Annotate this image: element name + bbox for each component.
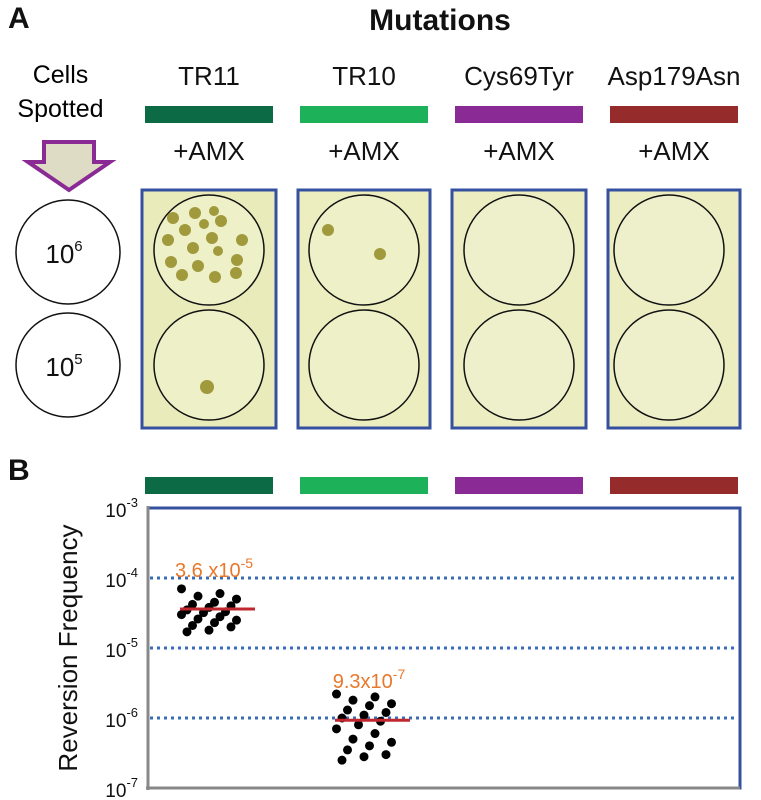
mutation-color-bar xyxy=(455,477,583,494)
panel-label: A xyxy=(8,2,30,35)
base: 10 xyxy=(105,501,126,522)
data-point xyxy=(177,610,186,620)
row-circles: 106 105 xyxy=(15,199,121,418)
row-header: Cells Spotted xyxy=(17,61,104,123)
mutation-color-bar xyxy=(145,106,273,123)
data-point xyxy=(232,594,241,604)
exponent: -6 xyxy=(126,705,138,720)
data-point xyxy=(204,625,214,635)
data-point xyxy=(348,734,358,744)
panel-title: Mutations xyxy=(369,4,511,37)
exponent: -7 xyxy=(126,775,138,790)
row-label: 105 xyxy=(45,351,82,382)
exponent: -7 xyxy=(393,666,406,682)
mutation-color-bar xyxy=(610,477,738,494)
row-label: 106 xyxy=(45,238,82,269)
data-point xyxy=(365,741,374,751)
mutation-color-bar xyxy=(610,106,738,123)
data-point xyxy=(332,724,341,734)
exponent: 6 xyxy=(74,238,82,255)
data-point xyxy=(215,589,225,599)
row-circle xyxy=(15,312,121,418)
y-axis-label: Reversion Frequency xyxy=(53,524,83,771)
data-point xyxy=(359,752,369,762)
mutation-label: Cys69Tyr xyxy=(464,61,574,91)
plates xyxy=(140,188,742,430)
plate xyxy=(606,188,742,430)
data-point xyxy=(193,591,203,601)
data-point xyxy=(332,689,341,699)
data-point xyxy=(215,612,225,622)
data-point xyxy=(177,584,186,594)
treatment-label: +AMX xyxy=(173,136,245,166)
treatment-label: +AMX xyxy=(638,136,710,166)
data-point xyxy=(188,599,197,609)
data-point xyxy=(343,705,352,715)
mutation-color-bar xyxy=(145,477,273,494)
arrow xyxy=(21,140,117,193)
mutation-label: Asp179Asn xyxy=(608,61,741,91)
row-header-box: Cells Spotted xyxy=(17,61,104,123)
base: 10 xyxy=(45,239,74,269)
plate xyxy=(450,188,588,430)
exponent: -4 xyxy=(126,565,138,580)
mutation-label: TR11 xyxy=(178,61,240,91)
data-point xyxy=(348,695,358,705)
exponent: 5 xyxy=(74,351,82,368)
row-circle xyxy=(15,199,121,305)
data-point xyxy=(359,710,369,720)
data-point xyxy=(182,627,192,637)
data-point xyxy=(193,614,203,624)
mean-annotation: 3.6 x10-5 xyxy=(175,555,253,583)
data-point xyxy=(370,692,380,702)
panel-label: B xyxy=(8,454,30,487)
data-point xyxy=(337,755,347,765)
exponent: -5 xyxy=(241,555,254,571)
data-point xyxy=(370,729,380,739)
data-point xyxy=(354,720,363,730)
data-point xyxy=(387,737,396,747)
y-tick-label: 10-7 xyxy=(105,775,138,800)
data-point xyxy=(365,701,374,711)
y-tick-label: 10-6 xyxy=(105,705,138,732)
base: 10 xyxy=(105,641,126,662)
mutation-label: TR10 xyxy=(332,61,396,91)
mutation-color-bar xyxy=(300,477,428,494)
y-tick-label: 10-4 xyxy=(105,565,138,592)
data-point xyxy=(381,707,391,717)
base: 10 xyxy=(105,711,126,732)
base: 10 xyxy=(45,352,74,382)
mutation-color-bar xyxy=(455,106,583,123)
treatment-label: +AMX xyxy=(483,136,555,166)
base: 3.6 x10 xyxy=(175,560,241,582)
data-point xyxy=(226,622,236,632)
data-point xyxy=(210,618,219,628)
base: 10 xyxy=(105,571,126,592)
base: 10 xyxy=(105,781,126,800)
exponent: -5 xyxy=(126,635,138,650)
data-point xyxy=(188,620,197,630)
y-tick-label: 10-3 xyxy=(105,495,138,522)
data-point xyxy=(343,745,352,755)
exponent: -3 xyxy=(126,495,138,510)
data-point xyxy=(387,699,396,709)
base: 9.3x10 xyxy=(333,671,393,693)
treatment-label: +AMX xyxy=(328,136,400,166)
mean-annotation: 9.3x10-7 xyxy=(333,666,406,694)
plate xyxy=(140,188,278,430)
mutation-color-bar xyxy=(300,106,428,123)
data-point xyxy=(232,615,241,625)
plate xyxy=(296,188,432,430)
data-point xyxy=(381,750,391,760)
y-tick-label: 10-5 xyxy=(105,635,138,662)
